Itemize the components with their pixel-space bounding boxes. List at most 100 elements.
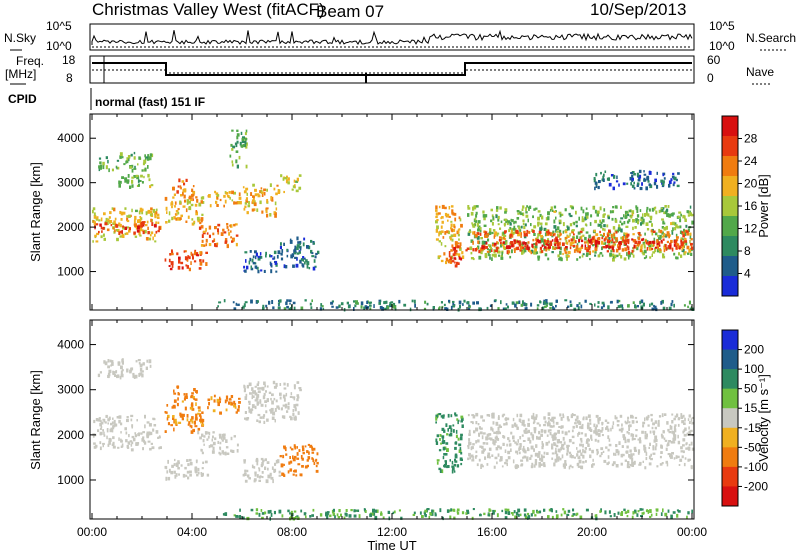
velocity-cell — [626, 464, 629, 469]
power-cell — [363, 306, 366, 311]
power-cell — [208, 243, 212, 247]
power-cell — [488, 249, 492, 253]
power-cell — [231, 129, 234, 132]
velocity-cell — [249, 409, 253, 414]
velocity-cell — [149, 447, 152, 451]
velocity-cell — [487, 452, 491, 456]
velocity-cell — [530, 445, 534, 450]
power-cell — [503, 223, 506, 226]
velocity-cell — [492, 415, 495, 419]
power-cell — [147, 231, 150, 235]
power-cell — [195, 211, 198, 216]
power-cell — [139, 216, 142, 219]
power-cell — [257, 256, 261, 261]
velocity-cell — [534, 514, 536, 517]
velocity-cell — [166, 470, 169, 474]
power-cell — [186, 199, 190, 203]
velocity-cell — [257, 381, 260, 385]
power-cell — [452, 302, 455, 306]
velocity-cell — [167, 476, 171, 481]
power-cell — [481, 240, 485, 244]
power-cell — [145, 211, 149, 214]
velocity-cell — [197, 427, 201, 431]
power-cell — [242, 186, 245, 189]
velocity-cell — [624, 511, 628, 514]
power-cell — [647, 241, 650, 246]
power-cell — [244, 202, 248, 205]
velocity-cell — [540, 429, 544, 433]
velocity-cell — [230, 402, 234, 406]
velocity-cell — [294, 416, 297, 421]
velocity-cell — [348, 514, 352, 518]
power-cell — [577, 231, 581, 235]
velocity-cell — [454, 454, 458, 459]
power-cell — [254, 188, 257, 192]
power-cell — [625, 225, 629, 228]
velocity-cell — [535, 444, 538, 448]
velocity-cell — [199, 418, 202, 422]
velocity-cell — [599, 417, 601, 421]
power-cell — [460, 223, 463, 228]
power-cell — [628, 218, 631, 222]
power-cell — [180, 261, 184, 265]
velocity-cell — [382, 516, 385, 519]
velocity-cell — [607, 448, 610, 452]
velocity-cell — [557, 457, 560, 462]
velocity-cell — [460, 436, 463, 440]
power-cell — [157, 229, 160, 233]
velocity-cell — [221, 433, 224, 438]
power-x-axis — [91, 114, 693, 310]
power-cell — [319, 307, 323, 311]
velocity-cell — [107, 375, 110, 378]
velocity-cell — [522, 440, 526, 442]
velocity-cell — [167, 422, 170, 426]
velocity-cell — [637, 438, 640, 441]
power-cell — [690, 246, 694, 250]
power-cell — [500, 256, 504, 260]
velocity-cell — [219, 411, 222, 415]
velocity-cell — [177, 397, 179, 401]
velocity-cell — [566, 452, 569, 456]
power-cell — [566, 257, 568, 261]
power-cell — [266, 199, 269, 203]
power-cell — [139, 180, 142, 182]
power-cell — [438, 255, 442, 258]
velocity-cell — [452, 424, 455, 427]
velocity-cell — [517, 508, 521, 513]
power-cell — [635, 244, 637, 249]
power-cell — [687, 228, 690, 232]
y-tick-label: 1000 — [57, 265, 84, 279]
power-cell — [636, 243, 640, 247]
velocity-cell — [364, 510, 367, 513]
velocity-cell — [125, 431, 128, 435]
velocity-cell — [316, 461, 319, 465]
velocity-cell — [112, 445, 116, 449]
velocity-cell — [120, 373, 124, 378]
power-cell — [639, 249, 642, 252]
power-cell — [637, 220, 640, 224]
velocity-cell — [618, 441, 621, 445]
velocity-cell — [625, 451, 628, 454]
power-cell — [223, 231, 227, 234]
power-cell — [608, 177, 610, 181]
power-cell — [453, 233, 457, 237]
power-cell — [236, 133, 240, 137]
velocity-cell — [207, 398, 211, 402]
velocity-colorbar-tick-label: 200 — [744, 343, 764, 357]
velocity-cell — [547, 417, 550, 420]
velocity-cell — [440, 415, 443, 418]
velocity-cell — [623, 508, 626, 511]
power-cell — [601, 235, 605, 238]
power-cell — [152, 208, 156, 213]
power-cell — [222, 228, 225, 232]
power-cell — [666, 213, 669, 217]
power-cell — [663, 226, 667, 231]
power-cell — [661, 235, 665, 238]
power-cell — [217, 228, 219, 233]
power-cell — [624, 232, 628, 236]
velocity-cell — [275, 382, 278, 387]
power-cell — [689, 307, 692, 310]
velocity-cell — [516, 413, 519, 418]
power-cell — [582, 253, 585, 256]
velocity-cell — [666, 421, 669, 425]
